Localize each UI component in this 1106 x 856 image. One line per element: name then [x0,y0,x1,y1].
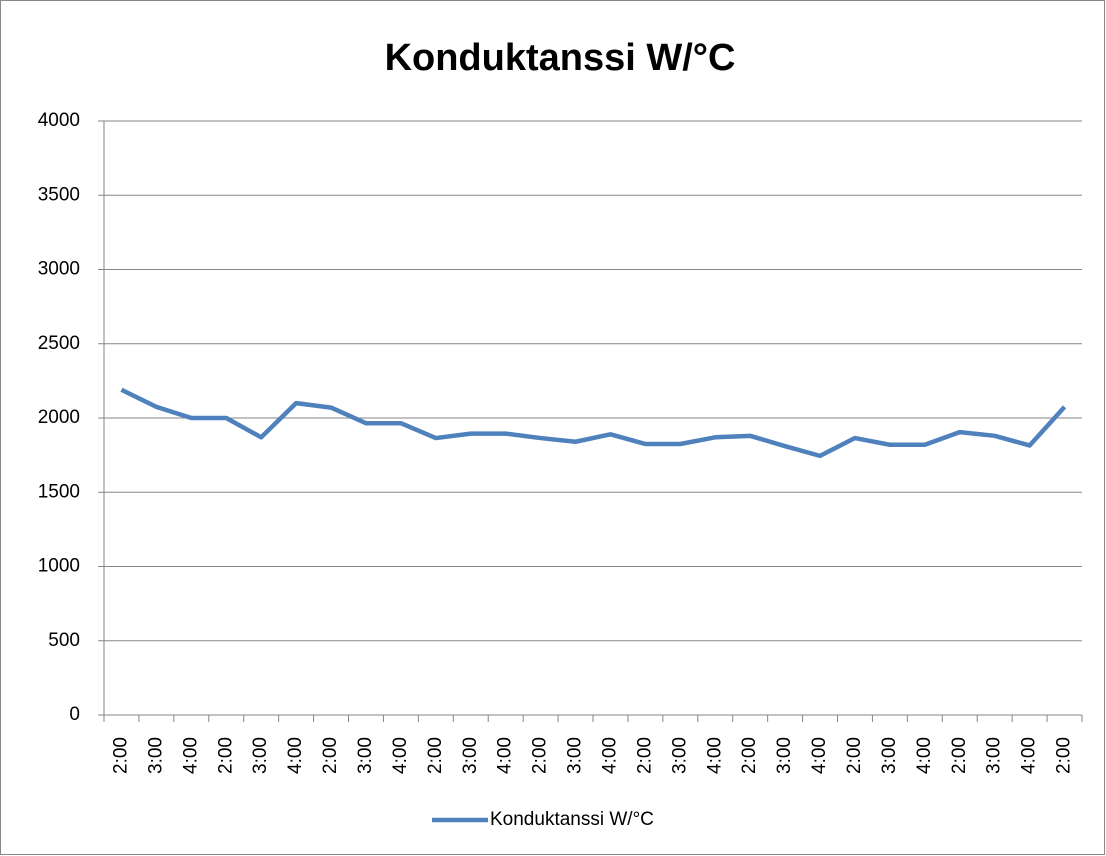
x-tick-label: 2:00 [949,737,970,774]
x-tick-label: 4:00 [495,737,516,774]
y-tick-label: 500 [48,630,80,651]
x-tick-label: 2:00 [425,737,446,774]
y-tick-label: 4000 [38,110,80,131]
x-tick-label: 3:00 [565,737,586,774]
x-tick-label: 4:00 [809,737,830,774]
chart-title: Konduktanssi W/°C [385,37,736,79]
x-tick-label: 4:00 [285,737,306,774]
legend-label: Konduktanssi W/°C [490,809,654,830]
x-tick-label: 4:00 [390,737,411,774]
x-tick-label: 3:00 [250,737,271,774]
y-tick-label: 3000 [38,259,80,280]
y-tick-label: 0 [69,704,80,725]
x-tick-label: 3:00 [774,737,795,774]
series-line [120,387,1067,459]
x-tick-label: 2:00 [844,737,865,774]
x-tick-label: 4:00 [599,737,620,774]
y-tick-label: 1000 [38,556,80,577]
x-tick-label: 2:00 [634,737,655,774]
y-tick-label: 3500 [38,184,80,205]
x-tick-label: 4:00 [1019,737,1040,774]
x-tick-label: 3:00 [984,737,1005,774]
x-tick-label: 4:00 [914,737,935,774]
x-tick-label: 2:00 [1054,737,1075,774]
x-tick-label: 2:00 [110,737,131,774]
x-tick-label: 3:00 [460,737,481,774]
x-tick-label: 3:00 [355,737,376,774]
x-tick-label: 2:00 [739,737,760,774]
y-tick-label: 2000 [38,407,80,428]
y-tick-label: 2500 [38,333,80,354]
x-tick-label: 3:00 [669,737,690,774]
x-tick-label: 4:00 [704,737,725,774]
x-tick-label: 2:00 [320,737,341,774]
x-tick-label: 4:00 [180,737,201,774]
x-tick-label: 2:00 [215,737,236,774]
y-tick-label: 1500 [38,481,80,502]
x-tick-label: 2:00 [530,737,551,774]
x-tick-label: 3:00 [145,737,166,774]
x-tick-label: 3:00 [879,737,900,774]
